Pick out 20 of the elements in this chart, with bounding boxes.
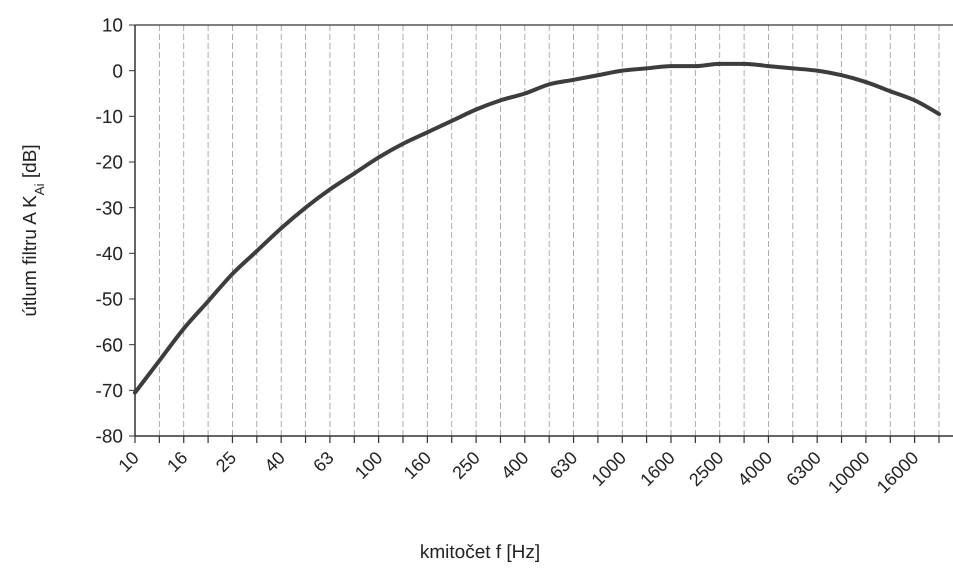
x-tick-label: 40 [260, 448, 289, 476]
x-tick-label: 250 [448, 448, 484, 483]
y-tick-label: 0 [112, 61, 123, 82]
x-tick-label: 630 [546, 448, 582, 483]
y-tick-label: -10 [96, 106, 123, 128]
y-tick-label: -70 [96, 380, 123, 402]
x-axis-title: kmitočet f [Hz] [420, 542, 540, 563]
y-tick-label: -60 [96, 335, 123, 356]
y-tick-label: -40 [96, 244, 123, 265]
y-tick-label: -20 [96, 152, 123, 174]
y-tick-label: -30 [96, 198, 123, 220]
y-tick-label: 10 [102, 16, 123, 37]
x-tick-label: 160 [400, 448, 436, 483]
x-tick-label: 400 [497, 448, 533, 483]
x-tick-label: 16 [163, 448, 192, 476]
y-tick-label: -80 [96, 426, 123, 448]
x-tick-label: 100 [350, 448, 386, 483]
y-tick-label: -50 [96, 290, 123, 311]
x-tick-label: 25 [212, 448, 240, 476]
x-tick-label: 63 [309, 448, 338, 476]
